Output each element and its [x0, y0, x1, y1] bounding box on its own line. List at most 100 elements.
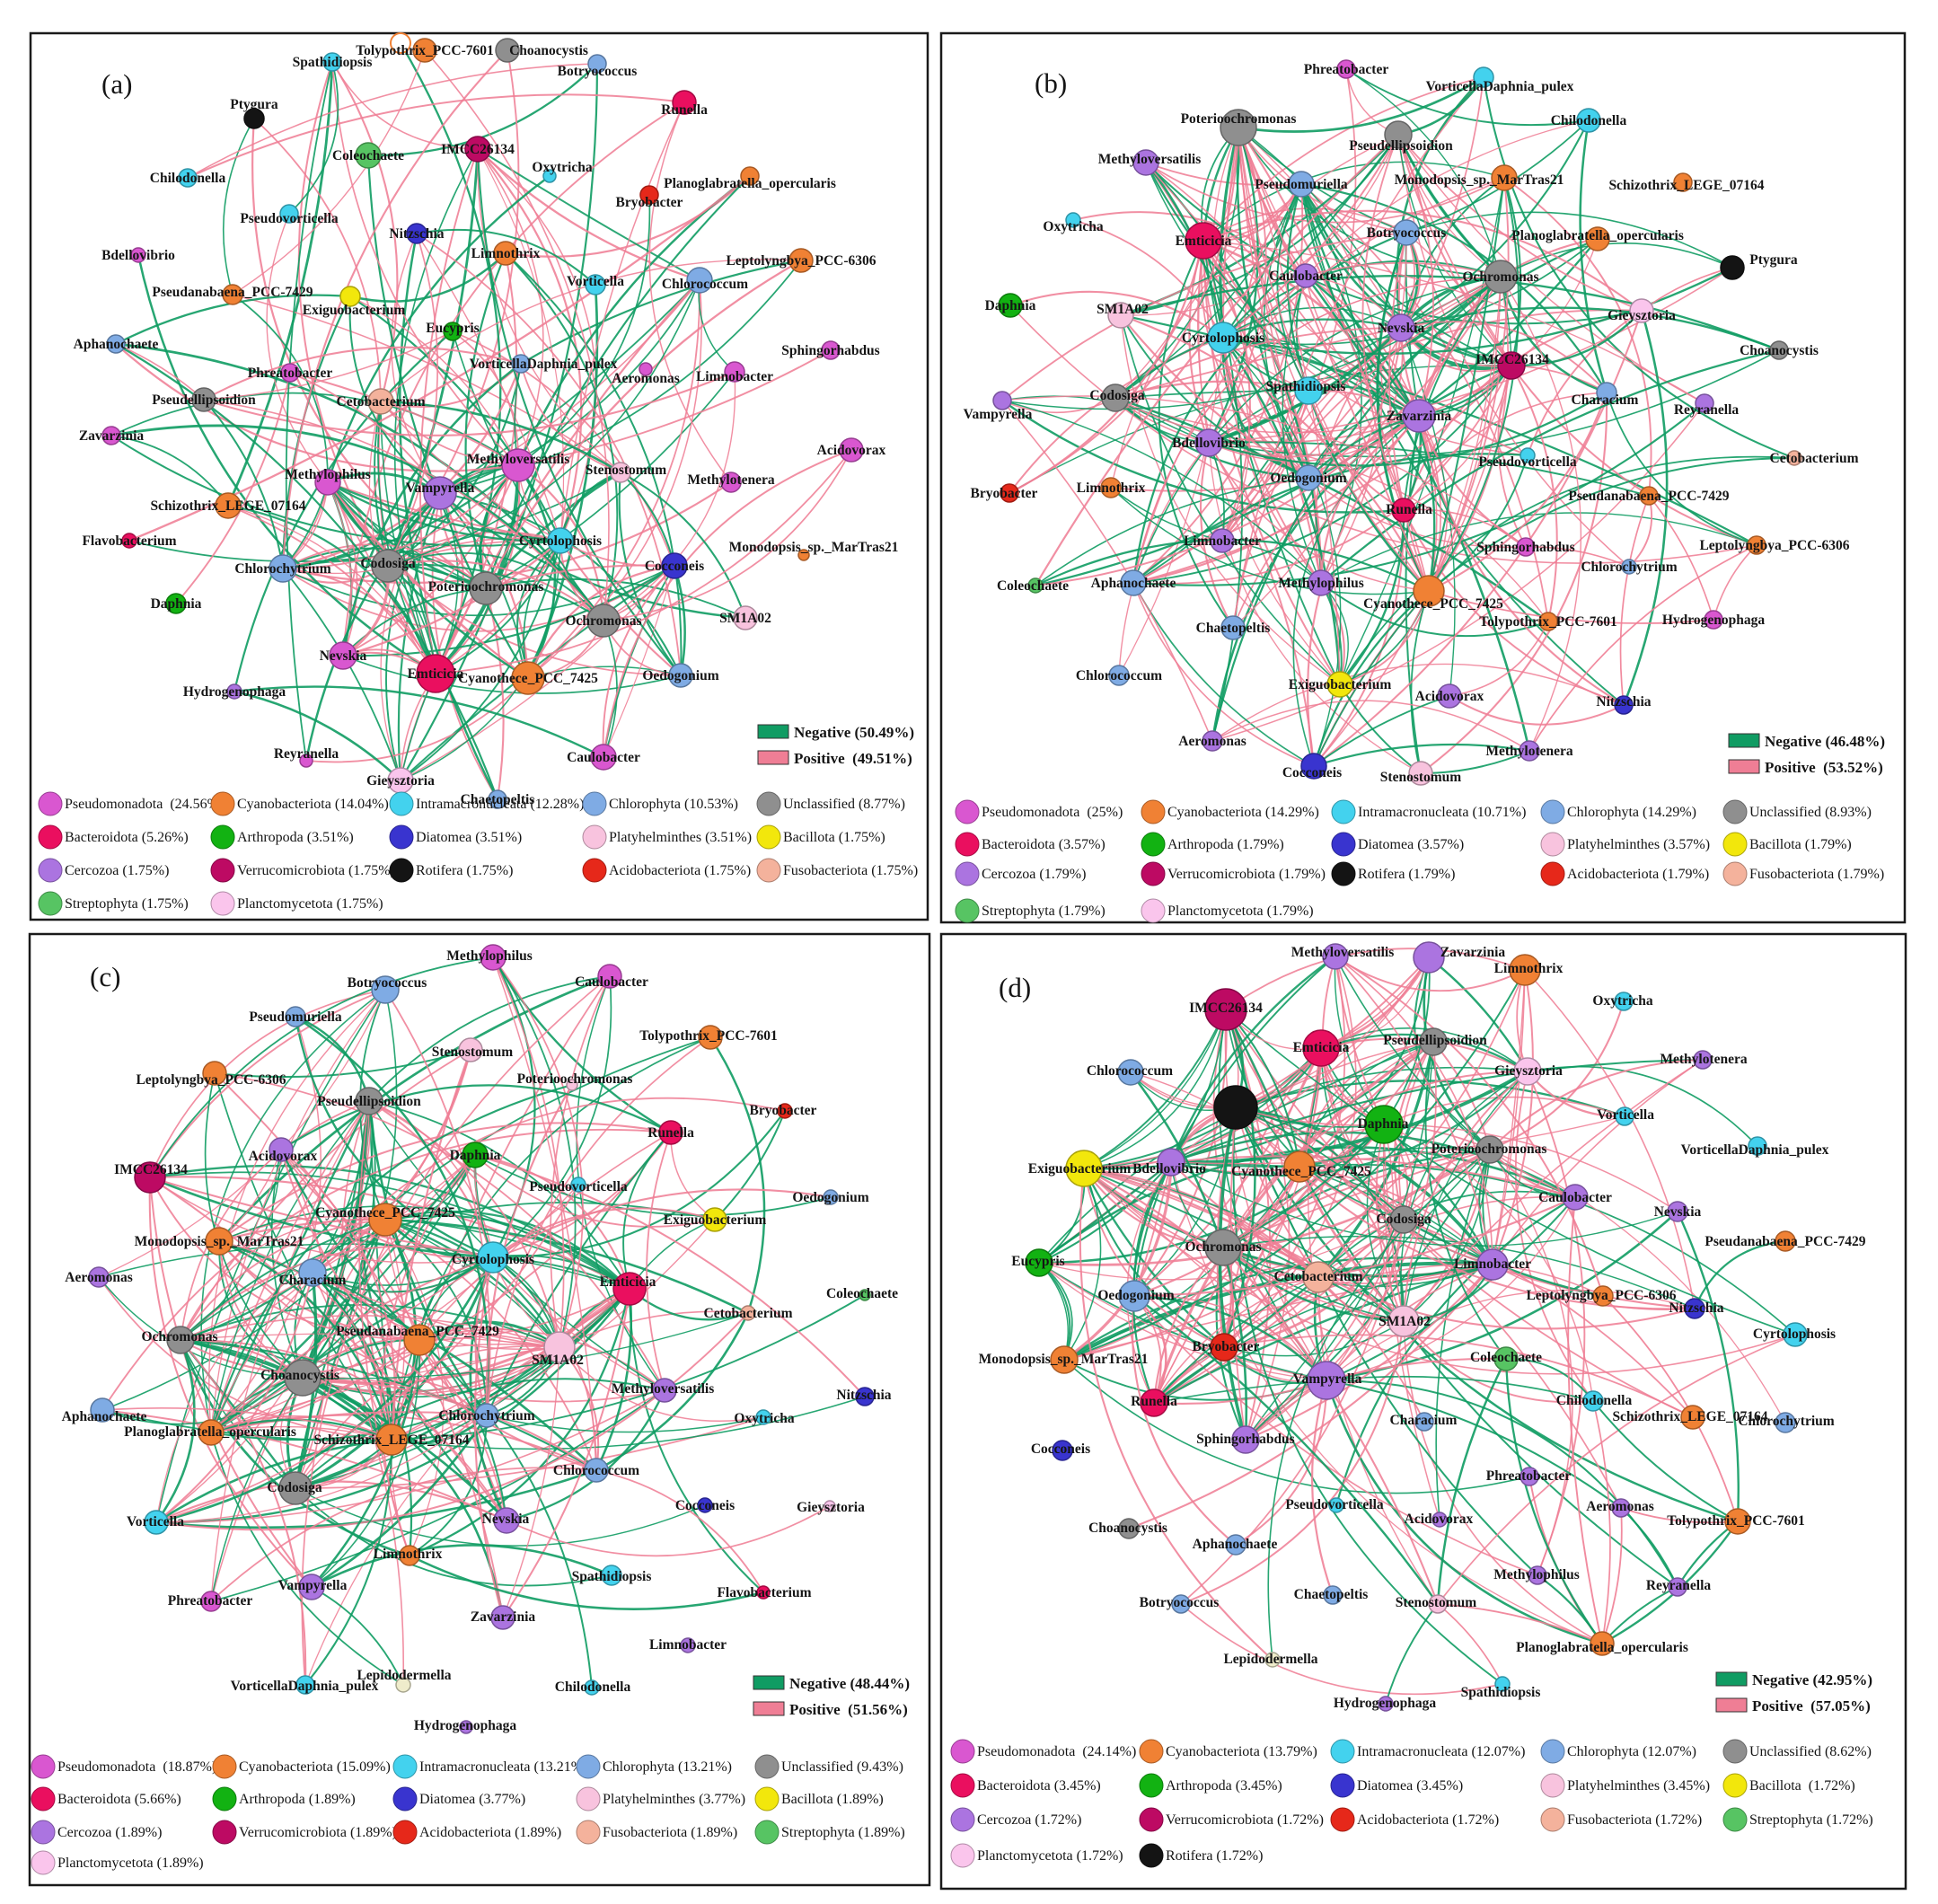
svg-text:Unclassified (8.62%): Unclassified (8.62%): [1749, 1744, 1872, 1759]
svg-text:Chilodonella: Chilodonella: [1551, 113, 1627, 128]
svg-text:Gieysztoria: Gieysztoria: [366, 773, 435, 789]
svg-text:Acidovorax: Acidovorax: [817, 443, 886, 458]
svg-text:Zavarzinia: Zavarzinia: [79, 428, 145, 444]
svg-text:Pseudellipsoidion: Pseudellipsoidion: [1383, 1033, 1487, 1048]
svg-text:Oedogonium: Oedogonium: [1097, 1288, 1174, 1303]
svg-text:Reyranella: Reyranella: [274, 746, 339, 762]
svg-text:Caulobacter: Caulobacter: [567, 750, 640, 765]
svg-text:Cetobacterium: Cetobacterium: [704, 1306, 793, 1321]
svg-text:Cyrtolophosis: Cyrtolophosis: [1753, 1327, 1836, 1342]
svg-text:Limnothrix: Limnothrix: [1494, 961, 1564, 976]
svg-text:Cyrtolophosis: Cyrtolophosis: [452, 1252, 534, 1267]
svg-text:Cetobacterium: Cetobacterium: [1274, 1269, 1363, 1284]
svg-text:Zavarzinia: Zavarzinia: [1387, 409, 1452, 424]
svg-text:Botryococcus: Botryococcus: [558, 64, 638, 79]
svg-text:Pseudovorticella: Pseudovorticella: [1285, 1497, 1384, 1512]
svg-text:Nitzschia: Nitzschia: [389, 226, 444, 242]
svg-text:Cocconeis: Cocconeis: [675, 1498, 735, 1513]
svg-text:Diatomea (3.45%): Diatomea (3.45%): [1357, 1778, 1463, 1794]
svg-text:Pseudanabaena_PCC-7429: Pseudanabaena_PCC-7429: [152, 285, 313, 300]
svg-text:Methylophilus: Methylophilus: [1493, 1567, 1580, 1582]
svg-text:Verrucomicrobiota (1.89%): Verrucomicrobiota (1.89%): [239, 1825, 397, 1840]
svg-text:Negative (42.95%): Negative (42.95%): [1752, 1671, 1872, 1688]
svg-text:Planoglabratella_opercularis: Planoglabratella_opercularis: [1511, 228, 1684, 243]
svg-text:Leptolyngbya_PCC-6306: Leptolyngbya_PCC-6306: [136, 1072, 286, 1088]
svg-text:Verrucomicrobiota (1.79%): Verrucomicrobiota (1.79%): [1167, 867, 1326, 882]
svg-text:Phreatobacter: Phreatobacter: [1304, 62, 1389, 77]
svg-text:Cyanothece_PCC_7425: Cyanothece_PCC_7425: [458, 671, 598, 686]
svg-text:Oedogonium: Oedogonium: [642, 668, 718, 683]
svg-text:Chaetopeltis: Chaetopeltis: [461, 792, 535, 807]
svg-text:Cyanobacteriota (14.04%): Cyanobacteriota (14.04%): [237, 797, 389, 812]
svg-text:Caulobacter: Caulobacter: [1269, 269, 1343, 284]
svg-text:Methyloversatilis: Methyloversatilis: [612, 1381, 715, 1397]
svg-text:Methyloversatilis: Methyloversatilis: [1291, 945, 1395, 960]
svg-text:Hydrogenophaga: Hydrogenophaga: [183, 684, 286, 700]
svg-text:IMCC26134: IMCC26134: [114, 1162, 188, 1177]
svg-text:Bacteroidota (5.26%): Bacteroidota (5.26%): [65, 830, 189, 845]
svg-text:Bacteroidota (3.45%): Bacteroidota (3.45%): [977, 1778, 1101, 1794]
svg-text:Chlorococcum: Chlorococcum: [1087, 1063, 1173, 1079]
svg-text:Aeromonas: Aeromonas: [65, 1270, 133, 1285]
svg-text:Characium: Characium: [1572, 392, 1639, 408]
svg-text:Leptolyngbya_PCC-6306: Leptolyngbya_PCC-6306: [726, 253, 876, 269]
svg-text:Cercozoa (1.75%): Cercozoa (1.75%): [65, 863, 169, 878]
svg-text:Codosiga: Codosiga: [1089, 388, 1144, 403]
svg-text:Aphanochaete: Aphanochaete: [1091, 576, 1176, 591]
svg-text:Cetobacterium: Cetobacterium: [1770, 451, 1859, 466]
svg-text:Limnobacter: Limnobacter: [696, 369, 773, 384]
svg-text:Exiguobacterium: Exiguobacterium: [664, 1212, 767, 1228]
svg-text:Spathidiopsis: Spathidiopsis: [572, 1569, 652, 1584]
svg-text:Monodopsis_sp._MarTras21: Monodopsis_sp._MarTras21: [729, 540, 899, 555]
svg-text:Acidovorax: Acidovorax: [1415, 689, 1484, 704]
svg-text:Cyanobacteriota (15.09%): Cyanobacteriota (15.09%): [239, 1759, 391, 1775]
svg-text:Cyrtolophosis: Cyrtolophosis: [1182, 331, 1264, 346]
svg-text:Planoglabratella_opercularis: Planoglabratella_opercularis: [664, 176, 836, 191]
svg-text:Bacteroidota (5.66%): Bacteroidota (5.66%): [57, 1792, 181, 1807]
svg-text:Pseudovorticella: Pseudovorticella: [240, 211, 339, 226]
svg-text:Limnobacter: Limnobacter: [1184, 533, 1261, 549]
svg-text:Bdellovibrio: Bdellovibrio: [1132, 1161, 1206, 1177]
svg-text:Monodopsis_sp._MarTras21: Monodopsis_sp._MarTras21: [135, 1234, 304, 1249]
svg-text:Poterioochromonas: Poterioochromonas: [517, 1071, 633, 1087]
svg-text:Pseudomuriella: Pseudomuriella: [1255, 177, 1348, 192]
svg-text:VorticellaDaphnia_pulex: VorticellaDaphnia_pulex: [1681, 1142, 1829, 1158]
svg-text:Hydrogenophaga: Hydrogenophaga: [1334, 1696, 1437, 1711]
svg-text:Verrucomicrobiota (1.72%): Verrucomicrobiota (1.72%): [1166, 1812, 1324, 1828]
svg-text:Pseudomonadota (24.14%): Pseudomonadota (24.14%): [977, 1744, 1136, 1759]
svg-text:Tolypothrix_PCC-7601: Tolypothrix_PCC-7601: [639, 1028, 778, 1044]
svg-text:Nevskia: Nevskia: [1654, 1204, 1702, 1220]
svg-text:Aeromonas: Aeromonas: [1586, 1499, 1654, 1514]
svg-text:Bacillota (1.75%): Bacillota (1.75%): [783, 830, 885, 845]
svg-text:Vorticella: Vorticella: [1597, 1107, 1654, 1123]
svg-text:Phreatobacter: Phreatobacter: [248, 366, 333, 381]
svg-text:Poterioochromonas: Poterioochromonas: [428, 579, 544, 595]
svg-text:Pseudanabaena_PCC-7429: Pseudanabaena_PCC-7429: [1705, 1234, 1865, 1249]
svg-text:Ochromonas: Ochromonas: [1185, 1239, 1262, 1255]
svg-text:Schizothrix_LEGE_07164: Schizothrix_LEGE_07164: [1612, 1409, 1767, 1424]
svg-text:Zavarzinia: Zavarzinia: [471, 1609, 536, 1625]
svg-text:Stenostomum: Stenostomum: [586, 463, 667, 478]
svg-text:Pseudomonadota (25%): Pseudomonadota (25%): [982, 805, 1123, 820]
svg-text:Arthropoda (3.51%): Arthropoda (3.51%): [237, 830, 354, 845]
svg-text:Bacteroidota (3.57%): Bacteroidota (3.57%): [982, 837, 1106, 852]
svg-text:Pseudellipsoidion: Pseudellipsoidion: [317, 1094, 421, 1109]
svg-text:Chlorophyta (14.29%): Chlorophyta (14.29%): [1567, 805, 1696, 820]
svg-text:Chlorophyta (13.21%): Chlorophyta (13.21%): [603, 1759, 732, 1775]
svg-text:Acidovorax: Acidovorax: [1405, 1512, 1474, 1527]
svg-text:Cyrtolophosis: Cyrtolophosis: [519, 533, 602, 549]
svg-text:Emticicia: Emticicia: [408, 666, 464, 682]
svg-text:Diatomea (3.77%): Diatomea (3.77%): [419, 1792, 525, 1807]
svg-text:Cyanothece_PCC_7425: Cyanothece_PCC_7425: [1363, 596, 1503, 612]
svg-text:Fusobacteriota (1.79%): Fusobacteriota (1.79%): [1749, 867, 1884, 882]
svg-text:Poterioochromonas: Poterioochromonas: [1431, 1142, 1547, 1157]
svg-text:Nitzschia: Nitzschia: [836, 1388, 891, 1403]
svg-text:VorticellaDaphnia_pulex: VorticellaDaphnia_pulex: [470, 357, 618, 372]
svg-text:Unclassified (8.77%): Unclassified (8.77%): [783, 797, 905, 812]
svg-text:Platyhelminthes (3.77%): Platyhelminthes (3.77%): [603, 1792, 745, 1807]
svg-text:Pseudanabaena_PCC-7429: Pseudanabaena_PCC-7429: [1568, 489, 1729, 504]
svg-text:Diatomea (3.51%): Diatomea (3.51%): [416, 830, 522, 845]
svg-text:Methyloversatilis: Methyloversatilis: [1098, 152, 1202, 167]
svg-text:Cercozoa (1.89%): Cercozoa (1.89%): [57, 1825, 162, 1840]
svg-text:Runella: Runella: [647, 1125, 694, 1141]
